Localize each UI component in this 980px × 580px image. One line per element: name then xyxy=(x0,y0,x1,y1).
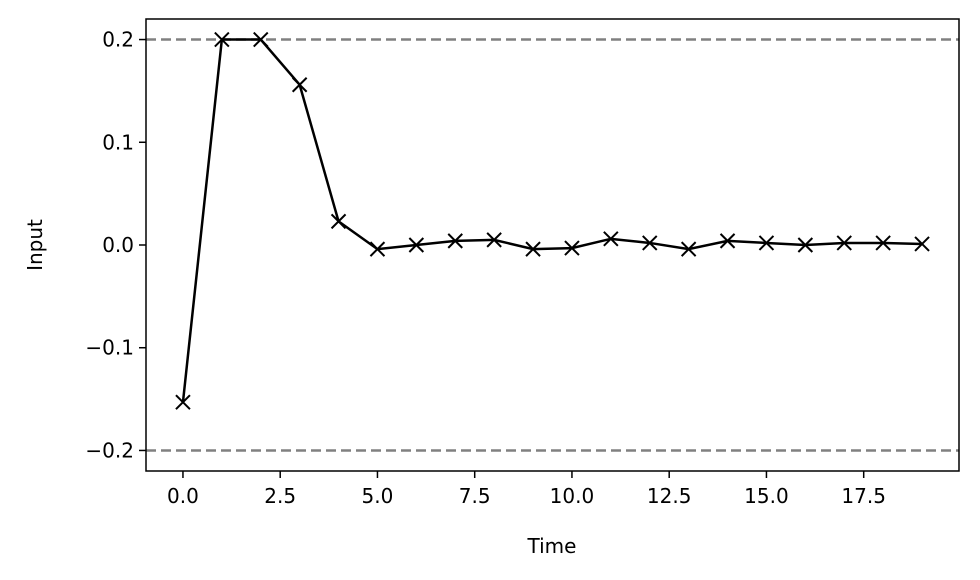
data-point xyxy=(447,233,463,249)
x-tick-label: 12.5 xyxy=(647,484,692,508)
data-point xyxy=(253,31,269,48)
data-point xyxy=(486,232,502,248)
data-point xyxy=(408,237,425,253)
y-tick-label: 0.2 xyxy=(102,28,134,52)
data-line xyxy=(181,38,923,403)
y-tick-label: 0.0 xyxy=(102,233,134,257)
y-tick-label: −0.1 xyxy=(85,336,134,360)
y-tick-label: −0.2 xyxy=(85,438,134,462)
x-tick-label: 15.0 xyxy=(744,484,789,508)
x-tick-label: 10.0 xyxy=(550,484,595,508)
y-axis-label: Input xyxy=(23,219,47,271)
x-tick-label: 5.0 xyxy=(362,484,394,508)
x-axis-label: Time xyxy=(527,534,577,558)
x-tick-label: 2.5 xyxy=(264,484,296,508)
plot-frame xyxy=(145,18,960,472)
data-point xyxy=(758,235,775,251)
data-point xyxy=(525,241,541,257)
y-tick-label: 0.1 xyxy=(102,130,134,154)
data-point xyxy=(369,241,386,257)
x-tick-label: 17.5 xyxy=(841,484,886,508)
data-point xyxy=(719,233,736,249)
data-point xyxy=(603,231,619,247)
data-point xyxy=(642,235,658,251)
data-point xyxy=(836,235,852,251)
data-point xyxy=(175,394,191,410)
data-point xyxy=(914,236,930,252)
data-point xyxy=(797,237,814,253)
data-point xyxy=(214,31,230,48)
data-point xyxy=(680,241,697,257)
x-tick-label: 7.5 xyxy=(459,484,491,508)
data-point xyxy=(564,240,580,256)
data-point xyxy=(291,77,308,93)
data-point xyxy=(330,213,347,230)
x-tick-label: 0.0 xyxy=(167,484,199,508)
data-point xyxy=(875,235,891,251)
